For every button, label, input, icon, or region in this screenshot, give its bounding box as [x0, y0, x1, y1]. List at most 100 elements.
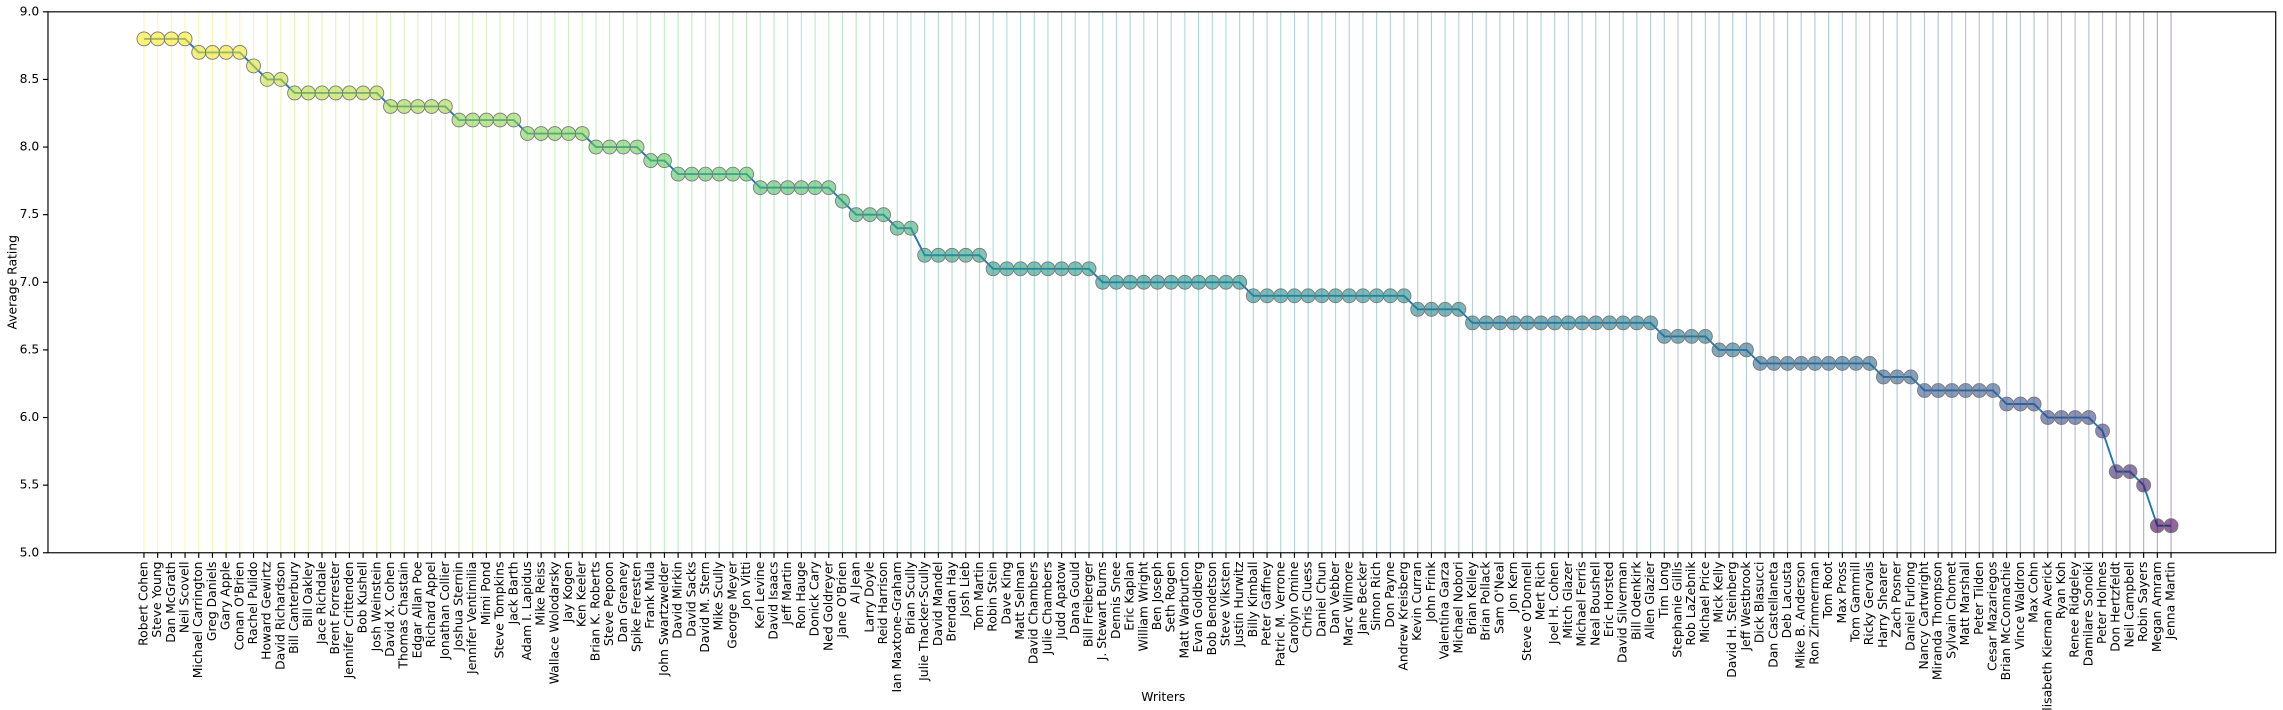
x-tick-label: Max Pross	[1835, 561, 1849, 623]
x-tick-label: Jane O'Brien	[835, 561, 849, 638]
rating-marker	[1629, 315, 1645, 331]
x-tick-label: Bob Kushell	[356, 561, 370, 633]
x-tick-label: Joshua Sternin	[451, 561, 465, 651]
x-tick-label: Ned Goldreyer	[821, 561, 835, 651]
y-tick-label: 9.0	[20, 4, 40, 18]
rating-marker	[1492, 315, 1508, 331]
x-tick-label: Zach Posner	[1890, 561, 1904, 638]
rating-marker	[1725, 342, 1741, 358]
rating-marker	[533, 126, 549, 141]
x-tick-label: Dana Gould	[1068, 561, 1082, 634]
rating-marker	[780, 180, 796, 196]
x-tick-label: Frank Mula	[643, 561, 657, 628]
rating-marker	[1067, 261, 1083, 277]
x-tick-label: Jonathan Collier	[438, 561, 452, 661]
rating-marker	[1108, 274, 1124, 290]
y-tick-label: 8.0	[20, 140, 40, 154]
x-tick-label: Ken Keeler	[575, 561, 589, 628]
rating-marker	[1875, 369, 1891, 385]
x-tick-label: Brian McConnachie	[1999, 561, 2013, 680]
rating-marker	[1807, 356, 1823, 371]
x-tick-label: Stephanie Gillis	[1670, 561, 1684, 657]
x-tick-label: Dan Vebber	[1328, 561, 1342, 634]
rating-marker	[602, 139, 618, 155]
x-tick-label: Bill Oakley	[301, 561, 315, 627]
x-tick-label: Jennifer Crittenden	[342, 561, 356, 679]
rating-marker	[1574, 315, 1590, 331]
y-tick-label: 6.0	[20, 410, 40, 424]
rating-marker	[1465, 315, 1480, 331]
x-tick-label: Matt Selman	[1013, 561, 1027, 639]
x-tick-label: Mike B. Anderson	[1794, 561, 1808, 668]
rating-marker	[1985, 383, 2001, 398]
x-tick-label: Deb Lacusta	[1780, 561, 1794, 638]
x-tick-label: Jack Barth	[506, 561, 520, 625]
rating-marker	[1519, 315, 1535, 331]
x-tick-label: Jon Vitti	[739, 561, 753, 610]
rating-marker	[561, 126, 576, 141]
x-tick-label: Ken Levine	[753, 561, 767, 628]
rating-marker	[273, 72, 289, 87]
x-tick-label: Ron Zimmerman	[1807, 561, 1821, 664]
x-tick-label: Rob LaZebnik	[1684, 561, 1698, 646]
x-tick-label: Andrew Kreisberg	[1397, 561, 1411, 670]
x-tick-label: Bill Odenkirk	[1629, 561, 1643, 640]
rating-marker	[862, 207, 878, 223]
rating-marker	[1971, 383, 1987, 398]
rating-marker	[1437, 301, 1453, 317]
x-tick-label: Conan O'Brien	[232, 561, 246, 650]
rating-marker	[1821, 356, 1837, 371]
x-tick-label: Jennifer Ventimilia	[465, 561, 479, 674]
x-tick-label: David X. Cohen	[383, 561, 397, 656]
rating-marker	[2108, 464, 2124, 480]
rating-marker	[506, 112, 522, 128]
x-tick-label: Mike Reiss	[534, 561, 548, 625]
rating-marker	[917, 247, 933, 263]
rating-marker	[1013, 261, 1028, 277]
rating-marker	[1560, 315, 1576, 331]
rating-marker	[807, 180, 823, 196]
rating-marker	[451, 112, 467, 128]
x-tick-label: Bill Canterbury	[287, 561, 301, 653]
x-tick-label: Greg Daniels	[205, 561, 219, 641]
x-tick-label: Daniel Furlong	[1903, 561, 1917, 650]
rating-marker	[2054, 410, 2069, 425]
x-tick-label: Steve Young	[150, 561, 164, 637]
x-tick-label: Brian Scully	[903, 561, 917, 634]
x-tick-label: Wallace Wolodarsky	[547, 561, 561, 684]
x-tick-label: John Frink	[1424, 561, 1438, 623]
x-tick-label: Max Cohn	[2027, 561, 2041, 622]
x-tick-label: J. Stewart Burns	[1095, 561, 1109, 661]
rating-marker	[574, 126, 590, 141]
x-tick-label: Evan Goldberg	[1191, 561, 1205, 652]
rating-marker	[1684, 328, 1700, 344]
x-tick-label: Larry Doyle	[862, 561, 876, 632]
x-tick-label: Dick Blasucci	[1753, 561, 1767, 643]
x-tick-label: Gary Apple	[219, 561, 233, 630]
rating-marker	[1218, 274, 1234, 290]
x-tick-label: Bob Bendetson	[1205, 561, 1219, 655]
rating-marker	[629, 139, 645, 155]
rating-marker	[793, 180, 809, 196]
x-tick-label: Jay Kogen	[561, 561, 575, 623]
rating-marker	[752, 180, 768, 196]
x-tick-label: Carolyn Omine	[1287, 561, 1301, 653]
y-tick-label: 5.0	[20, 545, 40, 559]
rating-marker	[739, 166, 755, 182]
x-tick-label: Valentina Garza	[1438, 561, 1452, 659]
rating-marker	[1766, 356, 1782, 371]
rating-marker	[1341, 288, 1357, 304]
rating-marker	[232, 44, 248, 60]
x-tick-label: Daniel Chun	[1314, 561, 1328, 636]
rating-marker	[821, 180, 837, 196]
x-tick-label: Joel H. Cohen	[1547, 561, 1561, 645]
rating-marker	[2067, 410, 2083, 425]
rating-marker	[1848, 356, 1864, 371]
rating-marker	[1451, 301, 1467, 317]
rating-marker	[2163, 518, 2179, 534]
rating-marker	[314, 85, 330, 101]
rating-marker	[410, 99, 426, 114]
rating-marker	[1245, 288, 1261, 304]
rating-marker	[2149, 518, 2165, 534]
rating-marker	[1547, 315, 1563, 331]
